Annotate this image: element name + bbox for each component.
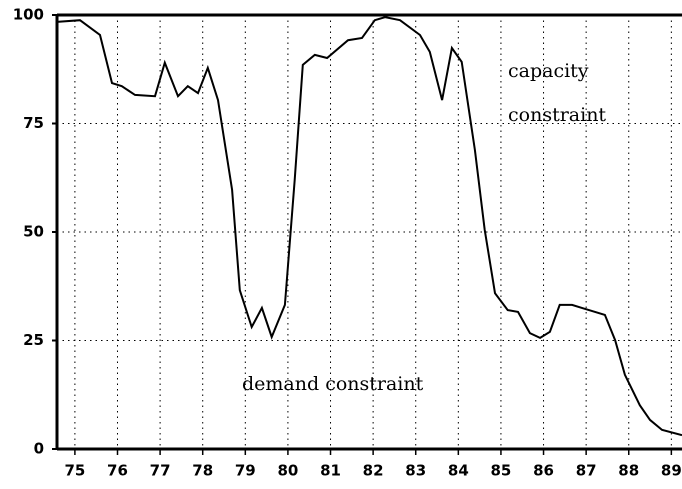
x-tick-label: 76	[107, 462, 128, 480]
y-tick-label: 100	[13, 6, 44, 24]
x-tick-label: 88	[618, 462, 639, 480]
x-tick-label: 85	[490, 462, 511, 480]
data-line	[56, 16, 682, 437]
annotation: demand constraint	[242, 373, 424, 395]
y-tick-label: 75	[23, 114, 44, 132]
annotation: capacity	[508, 60, 589, 82]
x-tick-label: 87	[576, 462, 597, 480]
annotation: constraint	[508, 104, 606, 126]
y-tick-label: 25	[23, 331, 44, 349]
y-tick-label: 50	[23, 223, 44, 241]
x-tick-label: 79	[235, 462, 256, 480]
x-tick-label: 89	[661, 462, 682, 480]
y-tick-label: 0	[34, 440, 44, 458]
x-tick-label: 78	[192, 462, 213, 480]
x-tick-label: 75	[64, 462, 85, 480]
x-tick-label: 81	[320, 462, 341, 480]
x-tick-label: 82	[363, 462, 384, 480]
x-tick-label: 77	[150, 462, 171, 480]
x-tick-label: 86	[533, 462, 554, 480]
x-tick-label: 80	[277, 462, 298, 480]
x-tick-label: 84	[448, 462, 469, 480]
x-tick-label: 83	[405, 462, 426, 480]
